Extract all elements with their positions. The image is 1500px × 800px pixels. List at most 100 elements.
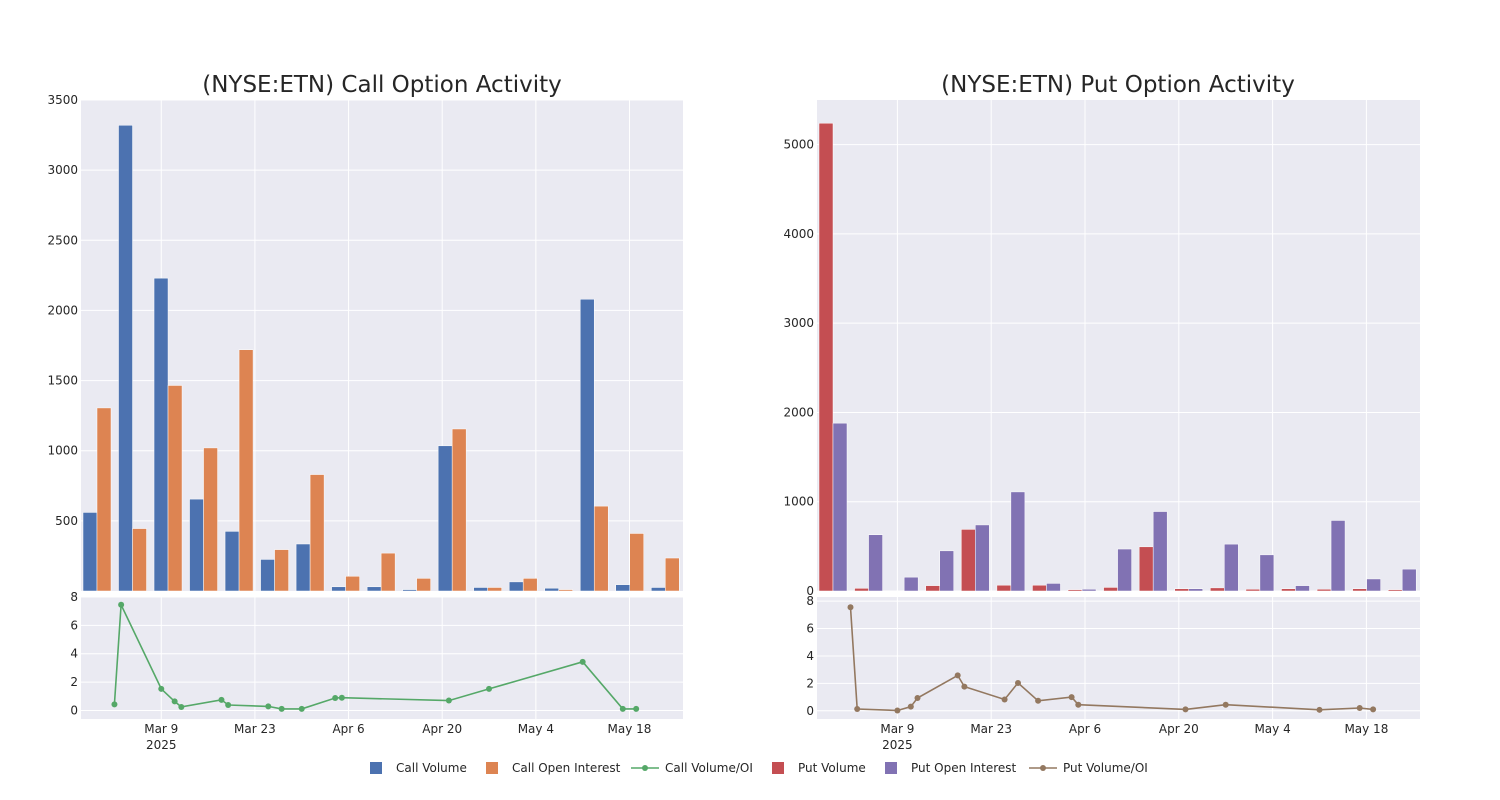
call-line-plot-area [81, 597, 683, 719]
put-volume-bar [1067, 589, 1083, 592]
call-open-interest-bar [309, 474, 325, 592]
call-ratio-point [218, 696, 225, 703]
call-open-interest-bar [345, 576, 360, 592]
put-ratio-point [1182, 706, 1189, 713]
put-ratio-point [1068, 694, 1075, 701]
put-chart-title: (NYSE:ETN) Put Option Activity [941, 72, 1295, 98]
put-ratio-point [914, 695, 921, 702]
put-ratio-line-chart: Mar 9 2025 Mar 23 Apr 6 Apr 20 May 4 May 18 0 2 4… [806, 594, 1420, 752]
put-open-interest-bar [1081, 588, 1097, 592]
call-volume-bar [651, 587, 666, 592]
call-volume-bar [473, 587, 488, 592]
legend: Call Volume Call Open Interest Call Volume… [370, 761, 1148, 775]
put-volume-bar [1032, 584, 1047, 592]
call-bar-y-tick-label: 1500 [47, 374, 78, 388]
put-volume-bar [1387, 589, 1403, 592]
put-volume-bar [1245, 588, 1261, 592]
call-line-y-tick-label: 8 [70, 590, 78, 604]
put-x-tick-label: Apr 6 [1069, 722, 1101, 736]
legend-swatch-put-open-interest [885, 762, 897, 774]
put-open-interest-bar [1117, 548, 1132, 592]
call-open-interest-bar [203, 447, 218, 592]
put-bar-y-tick-label: 2000 [783, 405, 814, 419]
call-ratio-line-chart: Mar 9 2025 Mar 23 Apr 6 Apr 20 May 4 May 18 0 2 4… [70, 590, 683, 752]
call-ratio-point [486, 685, 493, 692]
call-line-y-tick-label: 2 [70, 675, 78, 689]
put-volume-bar [961, 529, 976, 592]
put-volume-bar [925, 585, 940, 592]
call-ratio-point [338, 694, 345, 701]
legend-label-put-volume: Put Volume [798, 761, 866, 775]
call-x-tick-label: Apr 20 [422, 722, 462, 736]
put-open-interest-bar [975, 524, 990, 592]
call-ratio-point [278, 705, 285, 712]
call-ratio-point [633, 705, 640, 712]
put-bar-y-tick-label: 4000 [783, 227, 814, 241]
put-volume-bar [854, 588, 869, 592]
legend-label-call-volume: Call Volume [396, 761, 467, 775]
call-volume-bar [189, 498, 204, 592]
put-line-y-tick-label: 8 [806, 594, 814, 608]
put-open-interest-bar [1010, 491, 1026, 592]
call-volume-bar [82, 512, 98, 592]
legend-label-put-open-interest: Put Open Interest [911, 761, 1017, 775]
legend-label-call-open-interest: Call Open Interest [512, 761, 621, 775]
call-open-interest-bar [274, 549, 289, 592]
call-bar-y-tick-label: 2500 [47, 233, 78, 247]
call-x-tick-label: May 18 [608, 722, 652, 736]
call-line-y-tick-label: 0 [70, 703, 78, 717]
put-open-interest-bar [1295, 585, 1310, 592]
put-ratio-point [854, 705, 861, 712]
call-ratio-point [332, 695, 339, 702]
legend-swatch-put-volume [772, 762, 784, 774]
call-option-bar-chart: 500 1000 1500 2000 2500 3000 3500 [47, 93, 683, 592]
put-open-interest-bar [832, 422, 848, 592]
put-option-bar-chart: 0 1000 2000 3000 4000 5000 [783, 100, 1420, 598]
put-volume-bar [1352, 588, 1367, 592]
put-x-tick-label: Apr 20 [1159, 722, 1199, 736]
call-open-interest-bar [629, 533, 644, 592]
call-ratio-point [118, 601, 125, 608]
call-ratio-point [178, 703, 185, 710]
put-bar-y-tick-label: 3000 [783, 316, 814, 330]
put-bar-y-tick-label: 5000 [783, 138, 814, 152]
put-open-interest-bar [1366, 578, 1381, 592]
put-x-tick-label: Mar 9 [880, 722, 914, 736]
put-open-interest-bar [1330, 520, 1346, 592]
call-open-interest-bar [665, 557, 680, 592]
put-ratio-point [954, 672, 961, 679]
call-open-interest-bar [558, 589, 573, 592]
call-x-tick-label: Mar 23 [234, 722, 276, 736]
call-ratio-point [171, 698, 178, 705]
call-volume-bar [331, 586, 346, 592]
call-open-interest-bar [167, 385, 183, 592]
put-volume-bar [1281, 588, 1296, 592]
call-volume-bar [437, 445, 453, 592]
call-volume-bar [295, 543, 311, 592]
call-open-interest-bar [451, 428, 467, 592]
put-volume-bar [818, 122, 834, 592]
put-bar-plot-area [817, 100, 1420, 591]
call-chart-title: (NYSE:ETN) Call Option Activity [202, 72, 562, 98]
call-open-interest-bar [238, 349, 254, 592]
put-ratio-point [1015, 679, 1021, 686]
call-volume-bar [508, 581, 524, 592]
call-open-interest-bar [132, 528, 147, 592]
put-volume-bar [1210, 587, 1225, 592]
put-ratio-point [1370, 706, 1377, 713]
call-bar-y-tick-label: 2000 [47, 303, 78, 317]
call-bar-y-tick-label: 500 [55, 514, 78, 528]
put-ratio-point [847, 604, 854, 611]
put-ratio-point [1316, 706, 1323, 713]
call-open-interest-bar [380, 552, 396, 592]
call-open-interest-bar [593, 505, 609, 592]
call-bar-y-tick-label: 1000 [47, 444, 78, 458]
put-open-interest-bar [1046, 583, 1061, 592]
put-bar-y-tick-label: 0 [806, 584, 814, 598]
legend-label-put-ratio: Put Volume/OI [1063, 761, 1148, 775]
legend-label-call-ratio: Call Volume/OI [665, 761, 753, 775]
put-open-interest-bar [868, 534, 883, 592]
put-line-y-tick-label: 0 [806, 704, 814, 718]
put-open-interest-bar [939, 550, 954, 592]
call-x-tick-year-label: 2025 [146, 738, 177, 752]
